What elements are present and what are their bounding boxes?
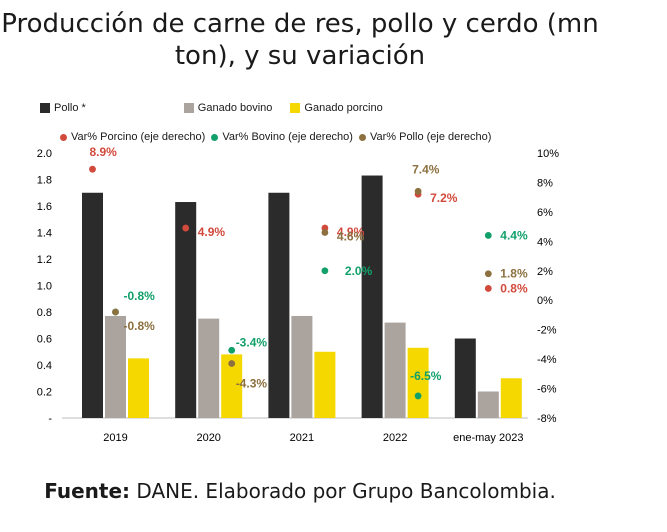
y-tick-label-left: 0.6	[37, 334, 52, 346]
bar-porcino	[500, 378, 522, 418]
legend-label-var-pollo: Var% Pollo (eje derecho)	[369, 131, 492, 143]
legend-label-var-bovino: Var% Bovino (eje derecho)	[222, 131, 353, 143]
bar-pollo	[82, 192, 103, 418]
y-tick-label-right: 0%	[537, 295, 553, 307]
x-tick-label: 2021	[290, 432, 314, 444]
legend-dot-var-pollo	[358, 133, 366, 141]
legend-bars: Pollo * Ganado bovino Ganado porcino	[40, 102, 401, 114]
bar-bovino	[291, 315, 313, 418]
data-label-var-pollo: 1.8%	[500, 267, 528, 281]
y-tick-label-left: 1.6	[37, 201, 52, 213]
y-tick-label-right: 6%	[537, 207, 553, 219]
source-text: DANE. Elaborado por Grupo Bancolombia.	[136, 479, 556, 503]
bar-bovino	[198, 318, 220, 418]
point-var-bovino	[321, 267, 329, 275]
legend-label-var-porcino: Var% Porcino (eje derecho)	[71, 131, 206, 143]
x-tick-label: 2019	[103, 432, 127, 444]
point-var-pollo	[414, 187, 422, 195]
y-tick-label-right: -8%	[537, 413, 557, 425]
bar-porcino	[314, 351, 336, 418]
legend-swatch-porcino	[290, 103, 301, 113]
y-tick-label-left: 1.0	[37, 281, 52, 293]
y-tick-label-right: 10%	[537, 148, 559, 160]
data-label-var-bovino: -0.8%	[124, 289, 156, 303]
data-label-var-porcino: 4.9%	[337, 225, 365, 239]
legend-label-porcino: Ganado porcino	[304, 102, 383, 114]
y-tick-label-left: 0.2	[37, 387, 52, 399]
bar-pollo	[361, 175, 383, 418]
x-tick-label: ene-may 2023	[453, 432, 523, 444]
legend-item-bovino: Ganado bovino	[183, 102, 273, 114]
y-tick-label-right: 4%	[537, 236, 553, 248]
point-var-pollo	[321, 229, 329, 236]
legend-item-pollo: Pollo *	[40, 102, 86, 114]
chart-plot: 2.0 1.8 1.6 1.4 1.2 1.0 0.8 0.6 0.4 0.2 - 10% 8% 6% 4%…	[37, 145, 560, 444]
y-tick-label-left: -	[48, 413, 52, 425]
point-var-porcino	[89, 165, 96, 173]
point-var-pollo	[112, 308, 119, 316]
y-tick-label-left: 0.4	[37, 360, 52, 372]
source-note: Fuente: DANE. Elaborado por Grupo Bancol…	[40, 478, 560, 504]
x-tick-label: 2020	[196, 432, 220, 444]
legend-label-bovino: Ganado bovino	[197, 102, 273, 114]
data-label-var-porcino: 4.9%	[198, 225, 226, 239]
bar-bovino	[105, 315, 126, 418]
data-label-var-porcino: 8.9%	[90, 145, 118, 159]
bar-bovino	[477, 391, 499, 418]
y-tick-label-left: 2.0	[37, 148, 52, 160]
data-label-var-bovino: -6.5%	[410, 369, 442, 383]
legend-variations: Var% Porcino (eje derecho) Var% Bovino (…	[60, 131, 491, 143]
legend-item-var-pollo: Var% Pollo (eje derecho)	[358, 131, 492, 143]
point-var-bovino	[484, 232, 492, 239]
y-tick-label-left: 1.2	[37, 254, 52, 266]
data-label-var-bovino: -3.4%	[236, 335, 268, 349]
legend-dot-var-bovino	[211, 133, 219, 141]
data-label-var-porcino: 0.8%	[500, 281, 528, 295]
data-label-var-porcino: 7.2%	[430, 191, 458, 205]
y-tick-label-right: 8%	[537, 177, 553, 189]
bar-pollo	[454, 338, 476, 418]
data-label-var-pollo: -4.3%	[236, 377, 268, 391]
legend-item-var-porcino: Var% Porcino (eje derecho)	[60, 131, 205, 143]
legend-item-porcino: Ganado porcino	[290, 102, 383, 114]
y-tick-label-left: 1.4	[37, 228, 52, 240]
bar-porcino	[407, 347, 429, 418]
y-tick-label-right: -2%	[537, 325, 557, 337]
y-tick-label-left: 0.8	[37, 307, 52, 319]
data-label-var-pollo: 4.6%	[337, 230, 365, 244]
source-label: Fuente:	[44, 479, 131, 503]
bar-bovino	[384, 322, 406, 418]
point-var-bovino	[228, 346, 236, 354]
data-label-var-bovino: 4.4%	[500, 228, 528, 242]
legend-dot-var-porcino	[60, 133, 67, 141]
legend-label-pollo: Pollo *	[54, 102, 86, 114]
point-var-porcino	[182, 224, 190, 232]
y-tick-label-left: 1.8	[37, 175, 52, 187]
y-tick-label-right: 2%	[537, 266, 553, 278]
point-var-pollo	[484, 270, 492, 278]
bar-pollo	[175, 202, 197, 418]
point-var-porcino	[484, 285, 492, 292]
bar-porcino	[221, 354, 243, 418]
legend-swatch-pollo	[40, 103, 50, 113]
chart-title: Producción de carne de res, pollo y cerd…	[1, 9, 599, 71]
legend-item-var-bovino: Var% Bovino (eje derecho)	[211, 131, 353, 143]
data-label-var-bovino: 2.0%	[345, 264, 373, 278]
y-tick-label-right: -6%	[537, 384, 557, 396]
bar-porcino	[128, 358, 149, 418]
bar-pollo	[268, 192, 290, 418]
point-var-bovino	[414, 392, 422, 400]
legend-swatch-bovino	[183, 103, 194, 113]
data-label-var-pollo: -0.8%	[124, 319, 156, 333]
point-var-pollo	[228, 360, 236, 367]
x-tick-label: 2022	[383, 432, 407, 444]
data-label-var-pollo: 7.4%	[412, 162, 440, 176]
y-tick-label-right: -4%	[537, 354, 557, 366]
